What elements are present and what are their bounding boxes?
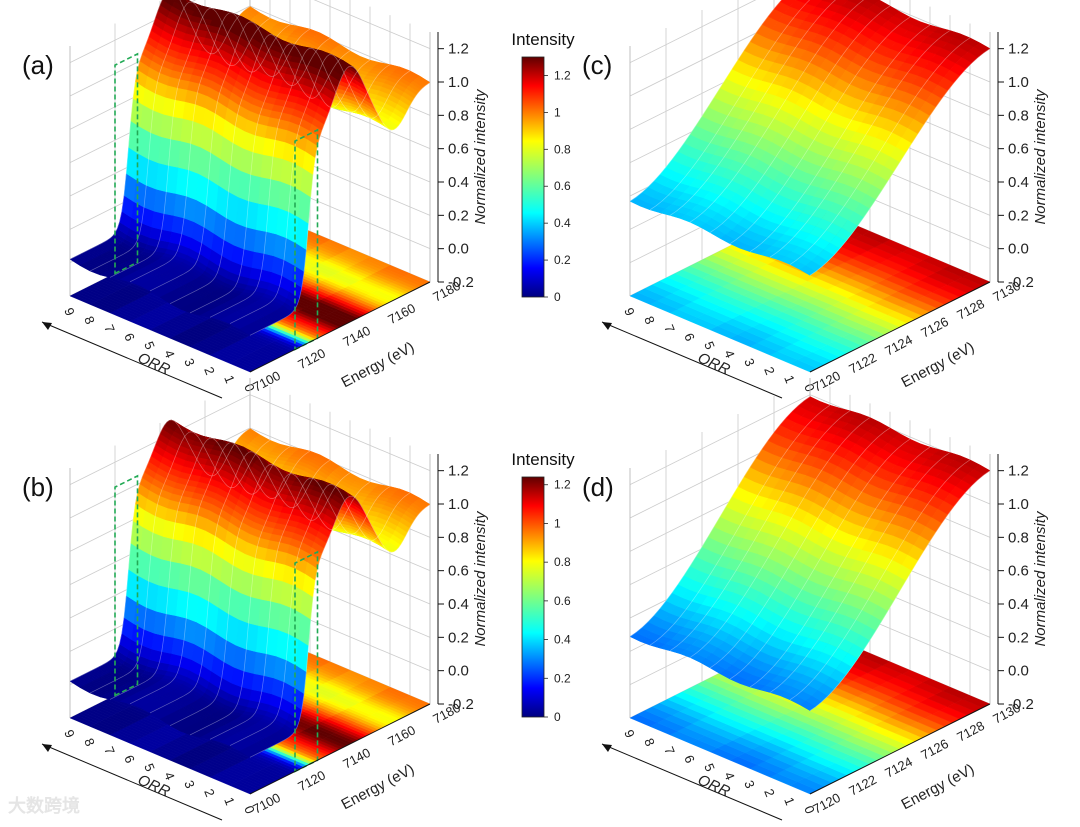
energy-tick-label: 7160 — [385, 722, 418, 749]
orr-tick-label: 1 — [221, 795, 238, 807]
energy-tick-label: 7120 — [295, 345, 328, 372]
orr-tick-label: 2 — [201, 787, 218, 799]
z-tick-label: 0.8 — [448, 107, 469, 124]
z-tick-label: 0.2 — [1008, 207, 1029, 224]
z-tick-label: 1.0 — [448, 496, 469, 513]
energy-tick-label: 7140 — [340, 323, 373, 350]
colorbar-tick-label: 0.2 — [554, 671, 571, 685]
energy-tick-label: 7128 — [954, 296, 987, 323]
z-tick-label: 0.0 — [1008, 241, 1029, 258]
z-tick-label: 0.2 — [448, 629, 469, 646]
z-tick-label: 1.2 — [1008, 41, 1029, 58]
surface — [69, 0, 431, 336]
colorbar-tick-label: 0.6 — [554, 594, 571, 608]
z-tick-label: 0.2 — [448, 207, 469, 224]
panel-label: (b) — [22, 472, 54, 502]
orr-tick-label: 6 — [121, 331, 138, 343]
energy-tick-label: 7122 — [846, 350, 879, 377]
z-tick-label: 0.0 — [448, 241, 469, 258]
z-tick-label: 0.4 — [448, 596, 469, 613]
orr-tick-label: 3 — [181, 778, 198, 790]
colorbar-tick-label: 0.8 — [554, 142, 571, 156]
z-tick-label: 1.0 — [448, 74, 469, 91]
colorbar-tick-label: 1.2 — [554, 68, 571, 82]
colorbar-tick-label: 0.6 — [554, 179, 571, 193]
colorbar-tick-label: 1 — [554, 516, 561, 530]
z-tick-label: 1.2 — [448, 41, 469, 58]
energy-tick-label: 7124 — [882, 332, 915, 359]
colorbar-tick-label: 0.8 — [554, 555, 571, 569]
colorbar-tick-label: 0.4 — [554, 633, 571, 647]
z-tick-label: 0.8 — [1008, 107, 1029, 124]
orr-tick-label: 3 — [741, 356, 758, 368]
orr-tick-label: 7 — [661, 322, 678, 334]
colorbar-tick-label: 1 — [554, 105, 561, 119]
energy-tick-label: 7160 — [385, 300, 418, 327]
colorbar-tick-label: 0 — [554, 290, 561, 304]
z-tick-label: 1.2 — [448, 463, 469, 480]
z-tick-label: 0.6 — [1008, 141, 1029, 158]
orr-tick-label: 6 — [681, 331, 698, 343]
z-tick-label: 0.6 — [448, 563, 469, 580]
orr-tick-label: 7 — [101, 322, 118, 334]
z-tick-label: 0.4 — [1008, 174, 1029, 191]
colorbar-tick-label: 1.2 — [554, 478, 571, 492]
z-axis-title: Normalized intensity — [1032, 88, 1049, 225]
energy-tick-label: 7120 — [295, 767, 328, 794]
colorbar-title: Intensity — [511, 30, 575, 49]
colorbar-tick-label: 0 — [554, 710, 561, 724]
orr-tick-label: 2 — [201, 365, 218, 377]
colorbar-gradient — [521, 56, 545, 298]
colorbar-gradient — [521, 476, 545, 718]
orr-tick-label: 3 — [181, 356, 198, 368]
orr-tick-label: 7 — [101, 744, 118, 756]
z-tick-label: 0.8 — [448, 529, 469, 546]
orr-tick-label: 6 — [121, 753, 138, 765]
z-tick-label: 0.0 — [448, 663, 469, 680]
energy-tick-label: 7126 — [918, 314, 951, 341]
orr-tick-label: 9 — [61, 306, 78, 318]
colorbar-tick-label: 0.4 — [554, 216, 571, 230]
orr-tick-label: 1 — [221, 373, 238, 385]
z-tick-label: 1.0 — [1008, 74, 1029, 91]
orr-tick-label: 1 — [781, 373, 798, 385]
orr-tick-label: 8 — [81, 736, 98, 748]
colorbar-title: Intensity — [511, 450, 575, 469]
energy-tick-label: 7140 — [340, 745, 373, 772]
z-tick-label: 0.4 — [448, 174, 469, 191]
colorbar-1: Intensity 0 0.2 0.4 0.6 0.8 1 1.2 — [511, 450, 575, 724]
surface — [629, 0, 991, 276]
z-tick-label: 0.6 — [448, 141, 469, 158]
z-axis-title: Normalized intensity — [472, 88, 489, 225]
panel-label: (a) — [22, 50, 54, 80]
z-axis-title: Normalized intensity — [472, 510, 489, 647]
colorbar-0: Intensity 0 0.2 0.4 0.6 0.8 1 1.2 — [511, 30, 575, 304]
orr-tick-label: 2 — [761, 365, 778, 377]
colorbar-tick-label: 0.2 — [554, 253, 571, 267]
orr-tick-label: 9 — [61, 728, 78, 740]
orr-tick-label: 8 — [81, 314, 98, 326]
